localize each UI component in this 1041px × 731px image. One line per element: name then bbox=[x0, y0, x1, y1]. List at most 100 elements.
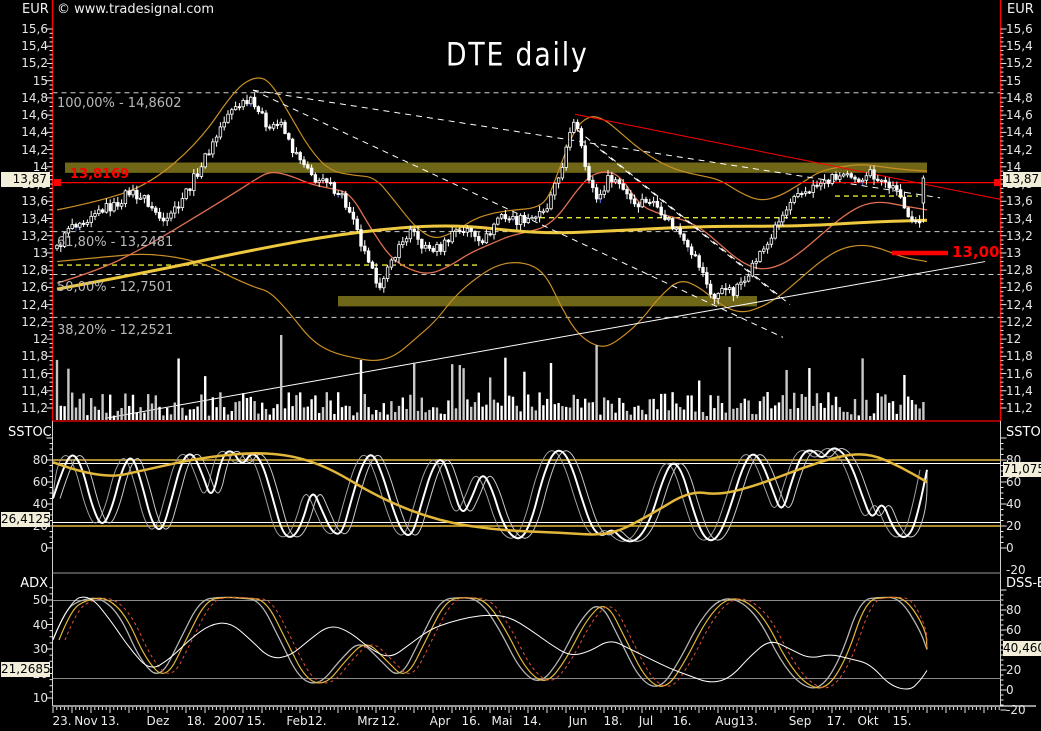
candle-body bbox=[359, 229, 363, 247]
candle-body bbox=[252, 96, 257, 108]
volume-bar bbox=[641, 409, 644, 420]
volume-bar bbox=[135, 412, 138, 420]
fib-level-38-2: 38,20% - 12,2521 bbox=[57, 323, 174, 338]
volume-bar bbox=[200, 394, 203, 420]
candle-body bbox=[921, 177, 926, 204]
price-tick-label-right: 14,8 bbox=[1006, 90, 1033, 105]
candle-body bbox=[237, 106, 242, 109]
candle-body bbox=[773, 224, 777, 239]
candle-body bbox=[887, 181, 891, 189]
candle-body bbox=[746, 275, 751, 282]
volume-bar bbox=[872, 413, 876, 420]
volume-bar bbox=[93, 406, 97, 420]
volume-bar bbox=[234, 402, 237, 420]
volume-bar bbox=[386, 414, 389, 420]
candle-body bbox=[693, 254, 698, 257]
volume-bar bbox=[796, 408, 800, 420]
volume-bar bbox=[652, 398, 655, 420]
candle-body bbox=[218, 126, 223, 138]
candle-body bbox=[389, 259, 394, 268]
candle-body bbox=[849, 173, 853, 178]
candle-body bbox=[511, 216, 515, 220]
bollinger-upper-line bbox=[56, 77, 928, 239]
volume-bar bbox=[264, 408, 268, 420]
candle-body bbox=[370, 261, 375, 269]
candle-body bbox=[712, 293, 717, 299]
candle-body bbox=[864, 175, 869, 181]
volume-bar bbox=[869, 415, 872, 420]
price-tick-label-left: 14,8 bbox=[21, 90, 48, 105]
candle-body bbox=[203, 153, 207, 168]
candle-body bbox=[157, 211, 162, 219]
volume-bar bbox=[238, 401, 241, 420]
volume-bar bbox=[595, 345, 598, 420]
sstoc-tick-label-right: 40 bbox=[1006, 497, 1022, 511]
candle-body bbox=[625, 188, 629, 195]
volume-bar bbox=[451, 364, 454, 420]
candle-body bbox=[275, 123, 280, 126]
volume-bar bbox=[922, 401, 925, 420]
candle-body bbox=[328, 182, 333, 185]
price-tick-label-right: 14,6 bbox=[1006, 108, 1033, 123]
volume-bar bbox=[272, 408, 275, 420]
candle-body bbox=[70, 224, 74, 229]
candle-body bbox=[249, 96, 253, 105]
candle-body bbox=[214, 136, 219, 143]
currency-label-left: EUR bbox=[22, 2, 49, 17]
time-axis-label: Feb bbox=[286, 714, 308, 728]
volume-bar bbox=[705, 415, 708, 420]
volume-bar bbox=[211, 397, 214, 420]
volume-bar bbox=[834, 396, 838, 420]
candle-body bbox=[598, 194, 603, 200]
volume-bar bbox=[253, 401, 256, 420]
candle-body bbox=[123, 190, 128, 205]
adx-tick-label-left: 10 bbox=[32, 691, 48, 705]
candle-body bbox=[750, 262, 755, 277]
volume-bar bbox=[162, 415, 165, 420]
sstoc-tick-label-right: 60 bbox=[1006, 475, 1022, 489]
volume-bar bbox=[888, 402, 891, 420]
candle-body bbox=[332, 182, 337, 194]
volume-bar bbox=[287, 392, 290, 420]
candle-body bbox=[659, 206, 663, 216]
price-tick-label-left: 14,6 bbox=[21, 108, 48, 123]
candle-body bbox=[245, 100, 249, 105]
volume-bar bbox=[306, 406, 309, 420]
volume-bar bbox=[314, 395, 317, 420]
volume-bar bbox=[367, 407, 370, 420]
candle-body bbox=[898, 189, 903, 198]
last-price-tag-left: 13,87 bbox=[1, 172, 50, 187]
candle-body bbox=[720, 288, 724, 294]
candle-body bbox=[313, 174, 318, 183]
volume-bar bbox=[219, 392, 222, 420]
candle-body bbox=[883, 179, 888, 183]
candle-body bbox=[689, 246, 694, 256]
volume-bar bbox=[120, 407, 123, 420]
fib-level-61-8: 61,80% - 13,2481 bbox=[57, 235, 174, 250]
candle-body bbox=[769, 237, 774, 245]
candle-body bbox=[515, 216, 519, 225]
volume-bar bbox=[557, 402, 560, 420]
candle-body bbox=[815, 184, 819, 187]
candle-body bbox=[423, 244, 428, 249]
candle-body bbox=[655, 200, 660, 208]
price-tick-label-left: 12 bbox=[32, 332, 48, 347]
volume-bar bbox=[511, 396, 515, 420]
volume-bar bbox=[884, 394, 887, 420]
price-tick-label-left: 13,4 bbox=[21, 211, 48, 226]
candle-body bbox=[724, 288, 728, 291]
volume-bar bbox=[838, 407, 841, 420]
candle-body bbox=[461, 231, 466, 234]
price-tick-label-right: 15,6 bbox=[1006, 22, 1033, 36]
volume-bar bbox=[86, 415, 89, 420]
candle-body bbox=[446, 239, 451, 243]
candle-body bbox=[667, 218, 671, 221]
volume-bar bbox=[804, 396, 807, 420]
volume-bar bbox=[599, 414, 602, 420]
volume-bar bbox=[74, 407, 78, 420]
volume-bar bbox=[409, 394, 412, 420]
volume-bar bbox=[90, 398, 93, 420]
candle-body bbox=[670, 218, 675, 230]
